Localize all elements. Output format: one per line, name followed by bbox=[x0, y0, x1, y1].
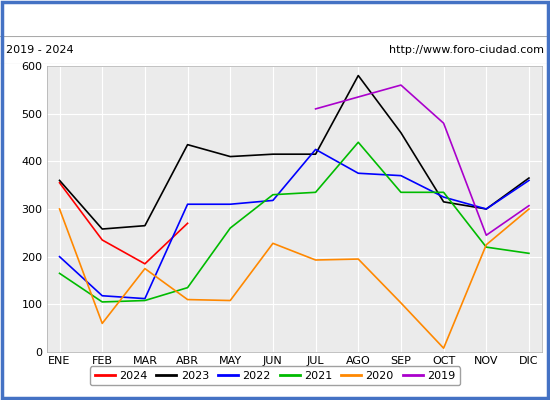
Text: 2019 - 2024: 2019 - 2024 bbox=[6, 45, 73, 55]
Text: http://www.foro-ciudad.com: http://www.foro-ciudad.com bbox=[389, 45, 544, 55]
Text: Evolucion Nº Turistas Nacionales en el municipio de Jurisdicción de San Zadornil: Evolucion Nº Turistas Nacionales en el m… bbox=[8, 12, 542, 24]
Legend: 2024, 2023, 2022, 2021, 2020, 2019: 2024, 2023, 2022, 2021, 2020, 2019 bbox=[90, 366, 460, 385]
